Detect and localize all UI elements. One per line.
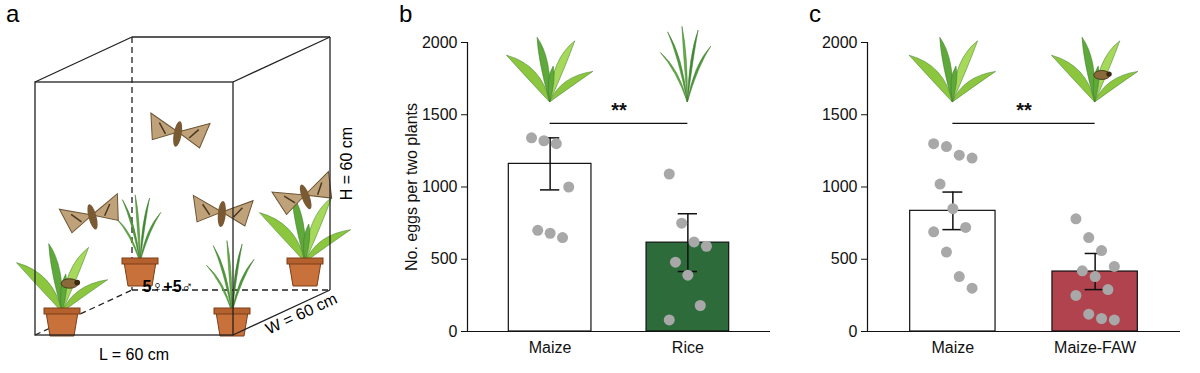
html-text:c: c — [809, 0, 821, 27]
svg-text:Maize: Maize — [529, 339, 572, 356]
svg-text:500: 500 — [431, 250, 458, 267]
svg-text:1000: 1000 — [422, 178, 458, 195]
svg-text:500: 500 — [831, 250, 858, 267]
svg-text:**: ** — [611, 99, 627, 121]
svg-text:Maize: Maize — [932, 339, 975, 356]
svg-text:**: ** — [1016, 99, 1032, 121]
svg-text:1000: 1000 — [822, 178, 858, 195]
svg-text:0: 0 — [449, 323, 458, 340]
svg-text:L = 60 cm: L = 60 cm — [99, 346, 169, 363]
svg-text:2000: 2000 — [422, 34, 458, 51]
svg-text:Rice: Rice — [672, 339, 704, 356]
html-text:a: a — [6, 0, 20, 27]
html-text:b: b — [399, 0, 413, 27]
svg-text:No. eggs per two plants: No. eggs per two plants — [403, 103, 420, 271]
svg-text:0: 0 — [849, 323, 858, 340]
svg-text:H = 60 cm: H = 60 cm — [338, 127, 355, 200]
svg-text:1500: 1500 — [822, 106, 858, 123]
svg-text:W = 60 cm: W = 60 cm — [263, 290, 340, 338]
svg-text:Maize-FAW: Maize-FAW — [1054, 339, 1137, 356]
svg-text:1500: 1500 — [422, 106, 458, 123]
svg-text:2000: 2000 — [822, 34, 858, 51]
svg-text:5♀+5♂: 5♀+5♂ — [142, 278, 193, 295]
